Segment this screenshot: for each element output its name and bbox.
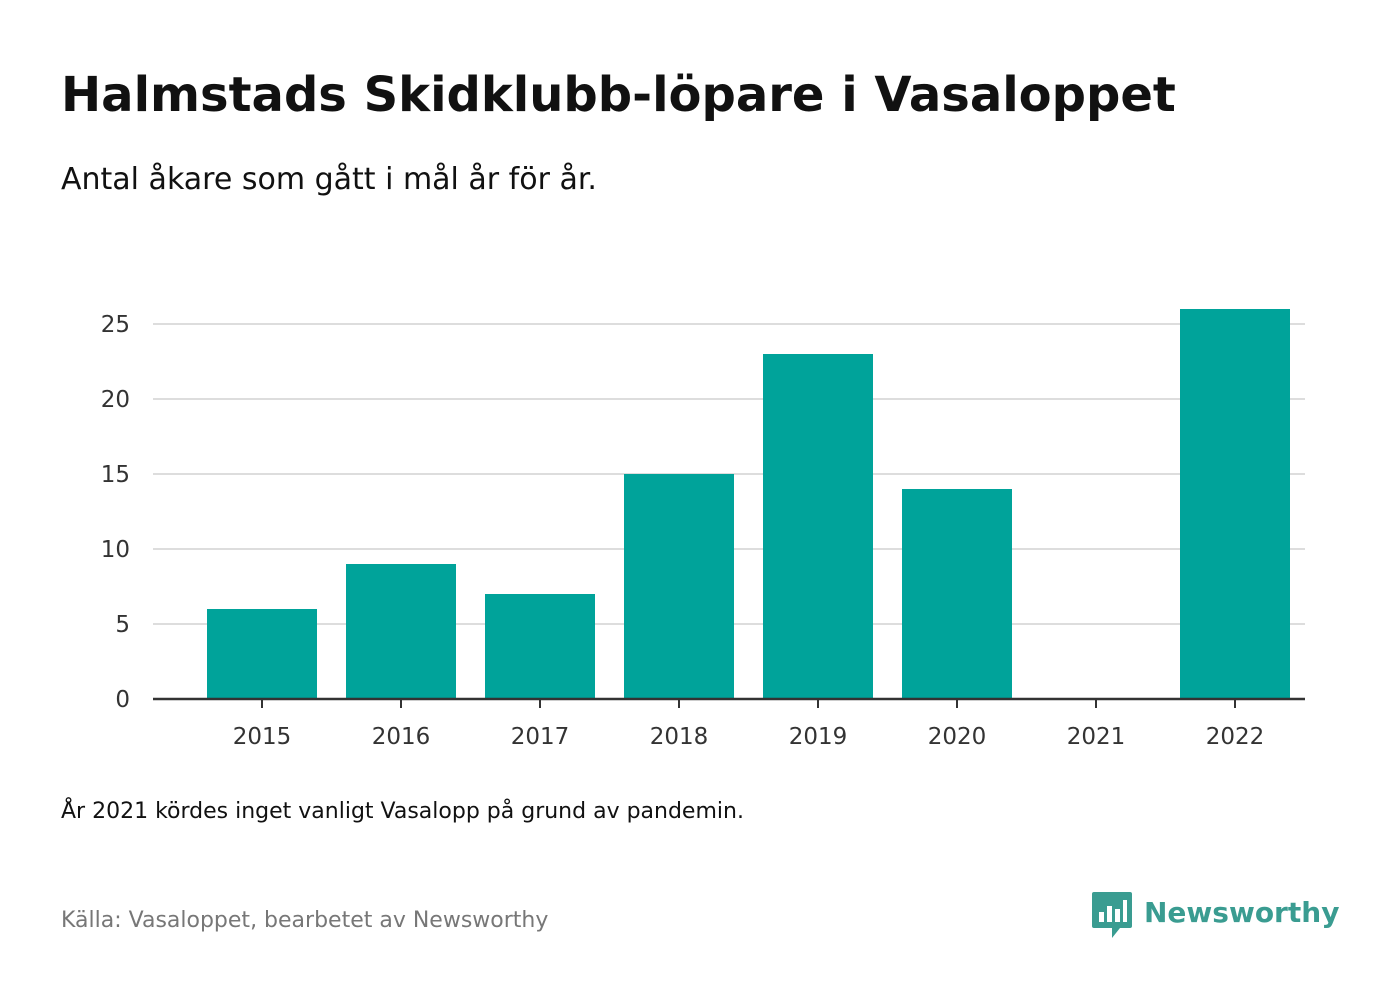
x-tick-label: 2017: [511, 724, 570, 750]
bar-2019: [763, 354, 873, 699]
chart-footnote: År 2021 kördes inget vanligt Vasalopp på…: [61, 799, 744, 824]
y-tick-label: 25: [101, 312, 130, 338]
newsworthy-logo-icon: [1092, 892, 1132, 938]
y-tick-label: 15: [101, 462, 130, 488]
chart-title: Halmstads Skidklubb-löpare i Vasaloppet: [61, 67, 1176, 123]
axes: [153, 697, 1305, 708]
bar-2016: [346, 564, 456, 699]
bar-2020: [902, 489, 1012, 699]
bar-chart: 0 5 10 15 20 25 2015 2016 2017 2018 2019 2020 2021 20…: [101, 309, 1305, 750]
bars: [207, 309, 1290, 699]
brand-logo: Newsworthy: [1090, 890, 1339, 940]
tick-labels: 0 5 10 15 20 25 2015 2016 2017 2018 2019 2020 2021 20…: [101, 312, 1265, 750]
y-tick-label: 10: [101, 537, 130, 563]
bar-2022: [1180, 309, 1290, 699]
x-tick-label: 2022: [1206, 724, 1265, 750]
x-tick-label: 2020: [928, 724, 987, 750]
y-tick-label: 20: [101, 387, 130, 413]
x-tick-label: 2015: [233, 724, 292, 750]
chart-subtitle: Antal åkare som gått i mål år för år.: [61, 162, 597, 197]
bar-2018: [624, 474, 734, 699]
x-tick-label: 2019: [789, 724, 848, 750]
y-tick-label: 0: [115, 687, 130, 713]
source-note: Källa: Vasaloppet, bearbetet av Newswort…: [61, 908, 549, 933]
x-tick-label: 2016: [372, 724, 431, 750]
y-tick-label: 5: [115, 612, 130, 638]
brand-name: Newsworthy: [1144, 896, 1340, 929]
bar-2017: [485, 594, 595, 699]
x-tick-label: 2021: [1067, 724, 1126, 750]
x-tick-label: 2018: [650, 724, 709, 750]
bar-2015: [207, 609, 317, 699]
